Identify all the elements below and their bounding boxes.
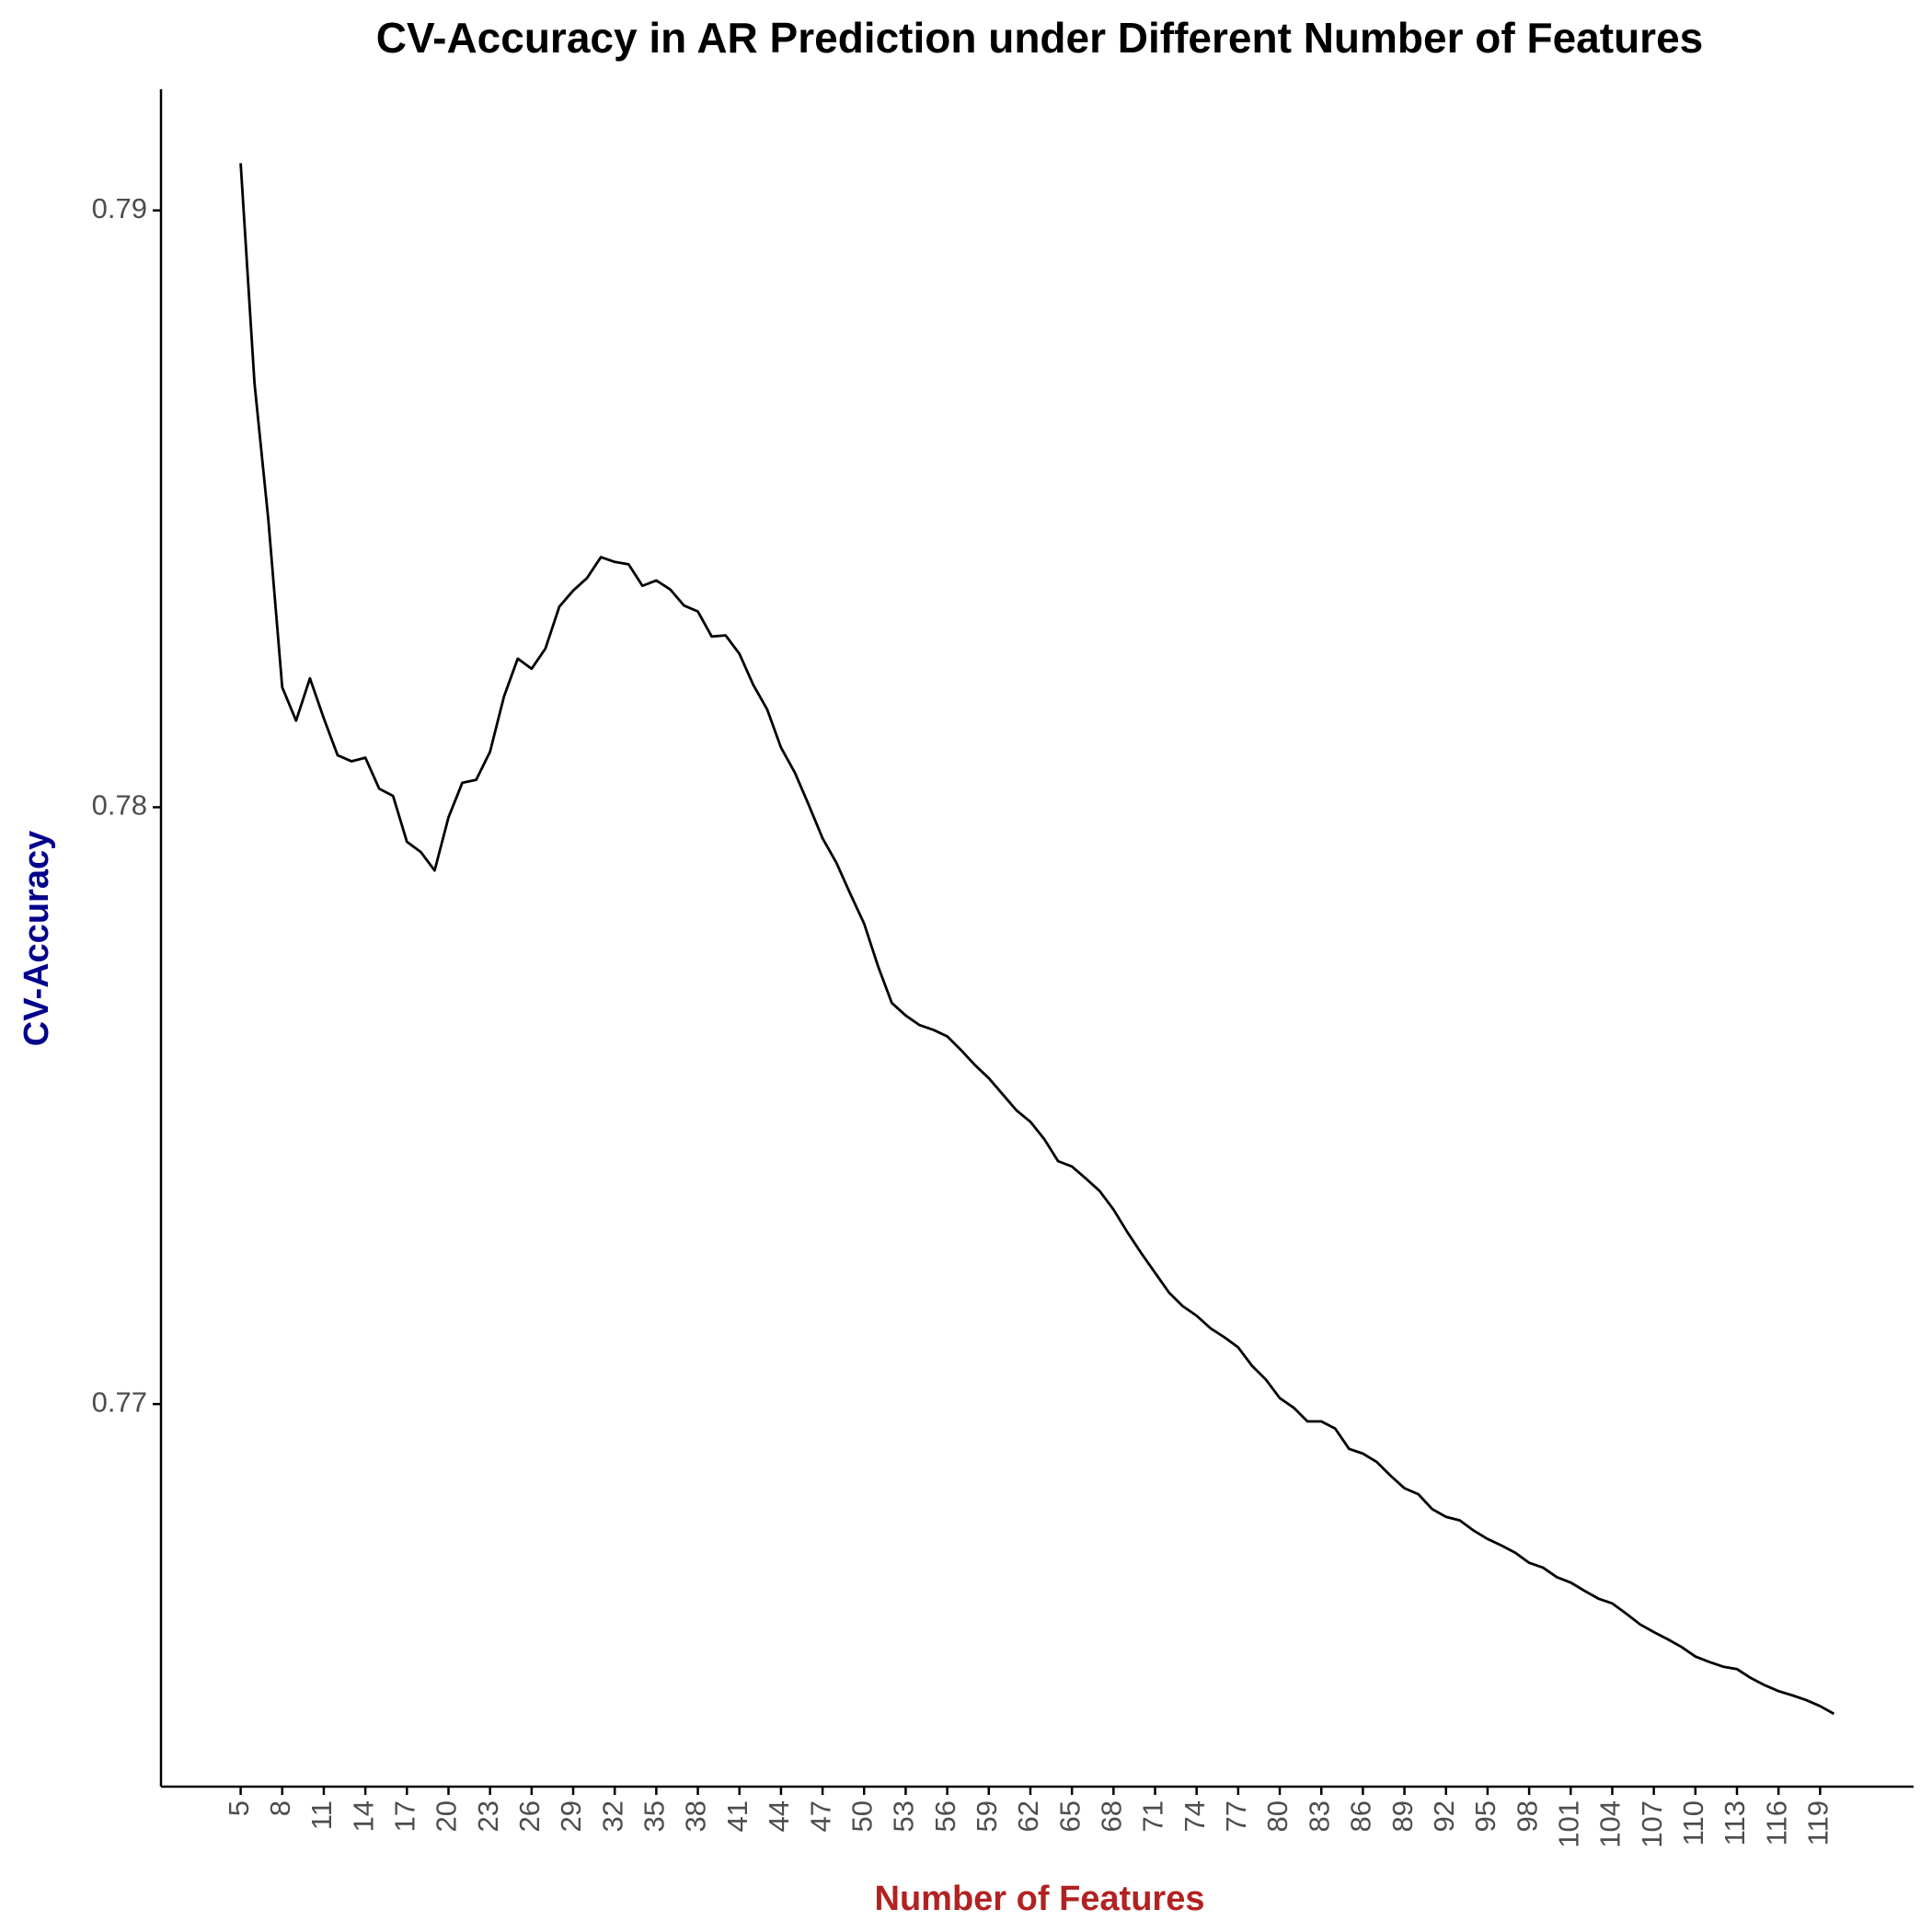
x-tick-label: 59 <box>971 1800 1003 1832</box>
x-tick-label: 71 <box>1137 1800 1169 1832</box>
x-tick-label: 86 <box>1345 1800 1377 1832</box>
x-tick-label: 98 <box>1511 1800 1543 1832</box>
chart-title: CV-Accuracy in AR Prediction under Diffe… <box>376 14 1703 62</box>
data-line <box>239 163 1835 1716</box>
x-tick-label: 53 <box>888 1800 920 1832</box>
x-tick-label: 62 <box>1012 1800 1044 1832</box>
x-tick-label: 113 <box>1719 1800 1751 1846</box>
x-tick-label: 89 <box>1386 1800 1419 1832</box>
x-tick-label: 77 <box>1220 1800 1252 1832</box>
x-tick-label: 83 <box>1303 1800 1335 1832</box>
x-tick-label: 95 <box>1469 1800 1501 1832</box>
x-tick-label: 11 <box>305 1800 338 1830</box>
x-tick-label: 65 <box>1053 1800 1086 1832</box>
x-tick-label: 74 <box>1179 1800 1211 1832</box>
y-axis-title: CV-Accuracy <box>17 831 56 1046</box>
x-axis-title: Number of Features <box>875 1880 1205 1918</box>
x-tick-label: 107 <box>1636 1800 1668 1848</box>
y-tick-label: 0.79 <box>92 192 147 224</box>
x-tick-label: 56 <box>929 1800 961 1832</box>
x-tick-label: 23 <box>472 1800 504 1832</box>
x-tick-label: 29 <box>555 1800 587 1832</box>
x-tick-label: 104 <box>1594 1800 1627 1848</box>
x-tick-label: 20 <box>431 1800 463 1832</box>
x-tick-label: 50 <box>845 1800 878 1832</box>
x-tick-label: 47 <box>804 1800 836 1832</box>
x-tick-label: 32 <box>596 1800 628 1832</box>
y-tick-label: 0.77 <box>92 1386 147 1418</box>
x-tick-label: 92 <box>1428 1800 1460 1832</box>
x-tick-label: 5 <box>223 1800 255 1816</box>
x-tick-label: 26 <box>513 1800 546 1832</box>
x-tick-label: 41 <box>721 1800 753 1832</box>
x-tick-label: 119 <box>1802 1800 1834 1846</box>
x-tick-label: 116 <box>1760 1800 1792 1846</box>
y-tick-label: 0.78 <box>92 789 147 822</box>
x-tick-label: 101 <box>1552 1800 1584 1848</box>
x-tick-label: 80 <box>1261 1800 1294 1832</box>
x-tick-label: 68 <box>1096 1800 1128 1832</box>
x-tick-label: 44 <box>763 1800 795 1832</box>
x-tick-label: 8 <box>264 1800 296 1816</box>
x-tick-label: 38 <box>680 1800 712 1832</box>
x-tick-label: 110 <box>1677 1800 1709 1846</box>
x-tick-label: 17 <box>388 1800 420 1832</box>
x-tick-label: 35 <box>638 1800 671 1832</box>
x-tick-label: 14 <box>347 1800 379 1832</box>
